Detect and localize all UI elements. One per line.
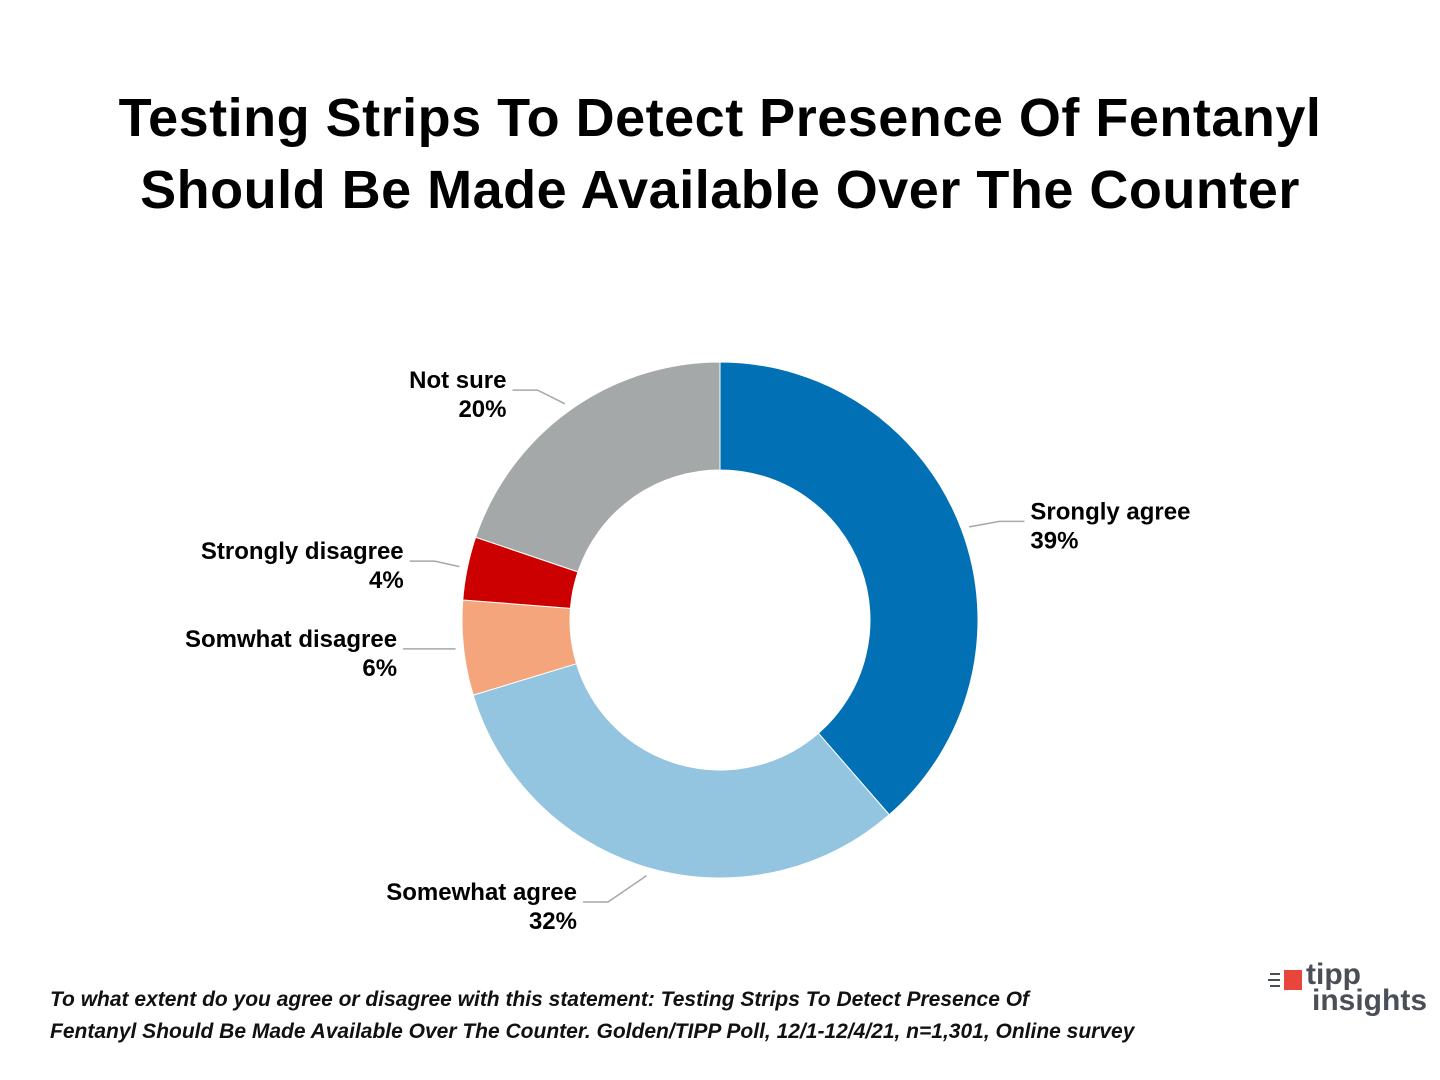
slice-not-sure (475, 361, 721, 573)
leader-line-somewhat-agree (583, 875, 647, 903)
slice-value-somewhat-agree: 32% (529, 908, 577, 935)
leader-line-not-sure (512, 389, 566, 405)
slice-value-not-sure: 20% (458, 396, 506, 423)
slice-value-strongly-disagree: 4% (369, 567, 404, 594)
footnote-line-1: To what extent do you agree or disagree … (50, 988, 1030, 1011)
slice-label-strongly-disagree: Strongly disagree (201, 538, 404, 565)
slice-label-somwhat-disagree: Somwhat disagree (185, 626, 397, 653)
slice-label-srongly-agree: Srongly agree (1030, 498, 1190, 525)
chart-title: Testing Strips To Detect Presence Of Fen… (0, 82, 1440, 226)
footnote: To what extent do you agree or disagree … (50, 984, 1250, 1048)
tipp-insights-logo: tipp insights (1268, 960, 1428, 1020)
footnote-line-2: Fentanyl Should Be Made Available Over T… (50, 1020, 1135, 1043)
chart-title-line-2: Should Be Made Available Over The Counte… (140, 160, 1300, 220)
leader-line-srongly-agree (969, 520, 1025, 528)
slice-label-not-sure: Not sure (409, 367, 506, 394)
slice-label-somewhat-agree: Somewhat agree (386, 879, 577, 906)
speed-lines-icon (1268, 970, 1302, 990)
slice-srongly-agree (719, 361, 979, 816)
slice-value-srongly-agree: 39% (1030, 527, 1078, 554)
leader-line-strongly-disagree (409, 560, 460, 568)
slice-somewhat-agree (472, 663, 890, 879)
logo-word-insights: insights (1312, 984, 1428, 1017)
chart-title-line-1: Testing Strips To Detect Presence Of Fen… (118, 88, 1322, 148)
slice-value-somwhat-disagree: 6% (362, 655, 397, 682)
logo-word-tipp: tipp (1306, 958, 1361, 991)
